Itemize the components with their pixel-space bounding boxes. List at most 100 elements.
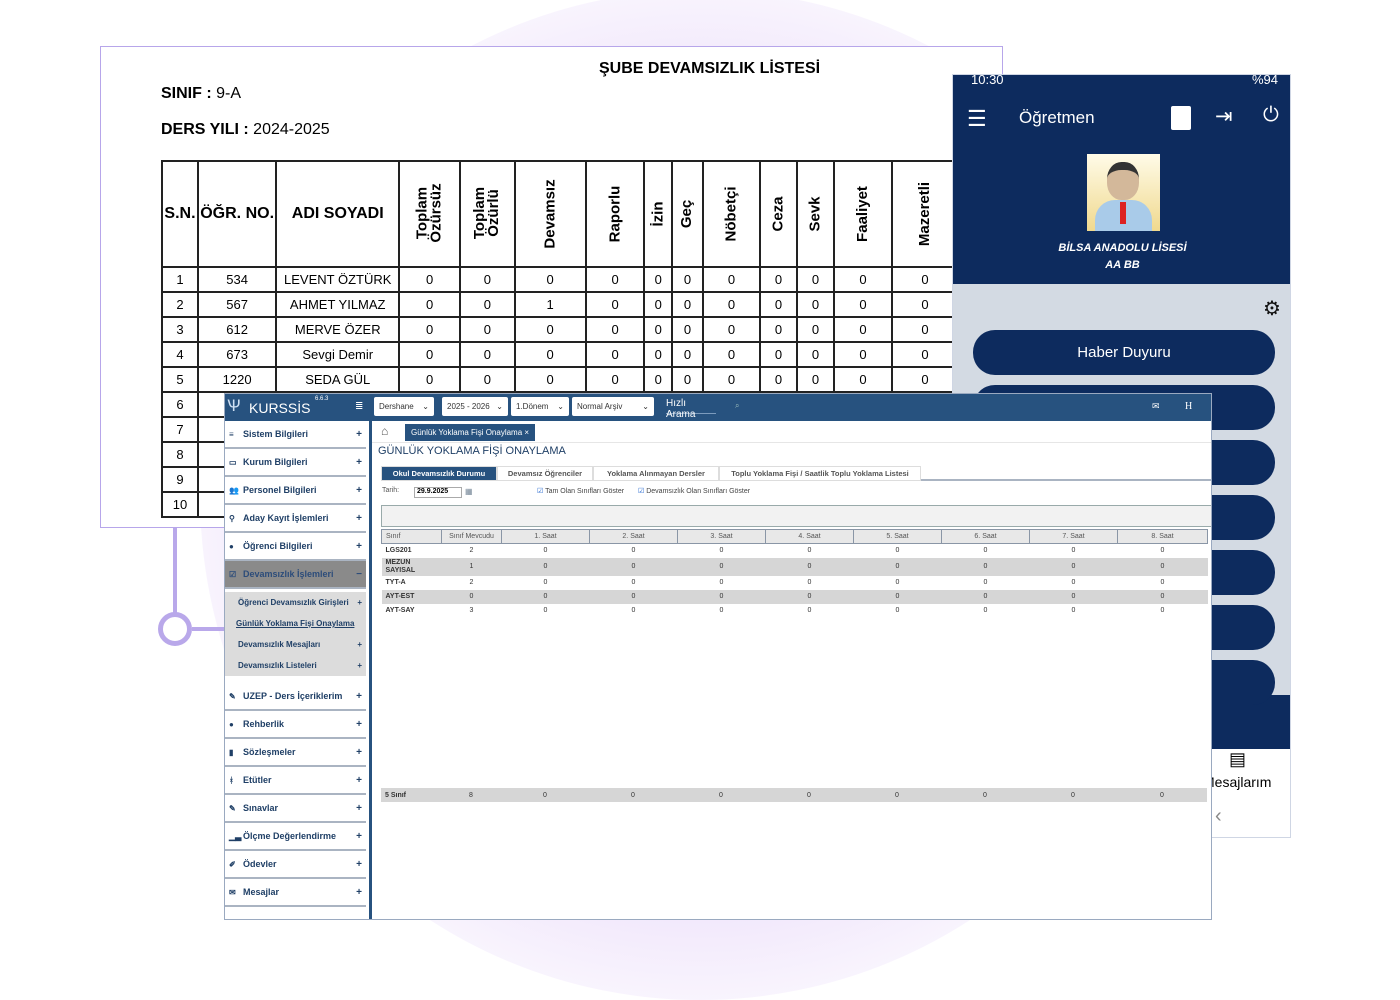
table-cell: TYT-A — [385, 578, 406, 586]
message-icon[interactable]: ▤ — [1229, 749, 1247, 769]
submenu-item[interactable]: Günlük Yoklama Fişi Onaylama — [225, 613, 366, 634]
tab[interactable]: Okul Devamsızlık Durumu — [381, 466, 497, 481]
table-cell: 0 — [1029, 589, 1118, 604]
avatar — [1087, 154, 1160, 231]
date-input[interactable]: 29.9.2025 — [414, 487, 462, 498]
table-cell: 0 — [983, 607, 988, 614]
table-row[interactable]: TYT-A 2 0 0 0 0 0 0 0 0 — [382, 576, 1208, 590]
filter-select[interactable]: Dershane ⌄ — [374, 397, 434, 416]
open-tab[interactable]: Günlük Yoklama Fişi Onaylama × — [405, 424, 536, 441]
messages-tab[interactable]: Mesajlarım — [1203, 774, 1272, 790]
table-icon: ▭ — [229, 457, 237, 467]
tab[interactable]: Yoklama Alınmayan Dersler — [593, 466, 719, 481]
table-cell: 0 — [807, 607, 812, 614]
table-row[interactable]: AYT-SAY 3 0 0 0 0 0 0 0 0 — [382, 604, 1208, 618]
table-cell: 0 — [833, 316, 893, 343]
table-cell: 0 — [513, 341, 587, 368]
chevron-down-icon: ⌄ — [557, 402, 564, 411]
kurssis-window: Ѱ KURSSİS 6.6.3 ≣ Dershane ⌄ 2025 - 2026 ⌄ 1… — [224, 393, 1212, 920]
sidebar-item[interactable]: ✎ UZEP - Ders İçeriklerim + — [225, 683, 366, 711]
table-cell: 0 — [643, 316, 674, 343]
sidebar-item[interactable]: 👥 Personel Bilgileri + — [225, 477, 366, 505]
table-row[interactable]: AYT-EST 0 0 0 0 0 0 0 0 0 — [381, 589, 1208, 604]
table-cell: 0 — [983, 579, 988, 586]
table-cell: 0 — [941, 557, 1030, 576]
table-cell: 0 — [513, 266, 587, 293]
full-classes-checkbox[interactable]: ☑ Tam Olan Sınıfları Göster — [537, 488, 625, 495]
sidebar-item[interactable]: ✉ Mesajlar + — [225, 879, 366, 907]
quick-search-input[interactable]: Hızlı Arama — [666, 398, 716, 420]
user-menu[interactable]: H — [1185, 401, 1193, 412]
table-cell: 0 — [643, 366, 674, 393]
table-cell: LEVENT ÖZTÜRK — [275, 266, 401, 293]
table-row[interactable]: LGS201 2 0 0 0 0 0 0 0 0 — [382, 544, 1208, 558]
sidebar-item[interactable]: ☑ Devamsızlık İşlemleri − — [225, 561, 366, 589]
table-cell: 0 — [584, 266, 646, 293]
table-cell: 2 — [469, 579, 474, 586]
tab[interactable]: Toplu Yoklama Fişi / Saatlik Toplu Yokla… — [719, 466, 921, 481]
table-cell: 0 — [584, 366, 646, 393]
table-row: 1 534 LEVENT ÖZTÜRK 0 0 0 0 0 0 0 0 0 0 0 — [161, 266, 1002, 293]
battery-level: %94 — [1251, 74, 1278, 87]
table-cell: 534 — [196, 266, 278, 293]
calendar-icon[interactable]: ▦ — [465, 487, 473, 496]
table-cell: 1220 — [196, 366, 278, 393]
back-chevron-icon[interactable]: ‹ — [1215, 805, 1222, 827]
sidebar-item[interactable]: ● Öğrenci Bilgileri + — [225, 533, 366, 561]
table-cell: 0 — [1160, 579, 1165, 586]
table-cell: 673 — [196, 341, 278, 368]
sidebar-item[interactable]: ▮ Sözleşmeler + — [225, 739, 366, 767]
sidebar-item[interactable]: ▭ Kurum Bilgileri + — [225, 449, 366, 477]
table-cell: 0 — [441, 589, 502, 604]
year-info: DERS YILI : 2024-2025 — [161, 121, 330, 138]
sidebar-item[interactable]: ≡ Sistem Bilgileri + — [225, 421, 366, 449]
column-header: 7. Saat — [1029, 529, 1118, 544]
sidebar-item[interactable]: ᚼ Etütler + — [225, 767, 366, 795]
sidebar-toggle-icon[interactable]: ≣ — [355, 401, 364, 412]
sidebar-item[interactable]: ▁▃ Ölçme Değerlendirme + — [225, 823, 366, 851]
table-row: 2 567 AHMET YILMAZ 0 0 1 0 0 0 0 0 0 0 0 — [161, 291, 1002, 318]
table-cell: AYT-EST — [381, 589, 442, 604]
table-row: 4 673 Sevgi Demir 0 0 0 0 0 0 0 0 0 0 0 — [161, 341, 1002, 368]
column-header: 5. Saat — [853, 529, 942, 544]
table-cell: 0 — [631, 579, 636, 586]
table-cell: 0 — [701, 316, 761, 343]
column-header: 6. Saat — [941, 529, 1030, 544]
sidebar-item[interactable]: ● Rehberlik + — [225, 711, 366, 739]
column-header: Devamsız — [513, 160, 587, 268]
table-cell: 0 — [677, 788, 765, 802]
sidebar-item[interactable]: ✐ Ödevler + — [225, 851, 366, 879]
table-cell: 0 — [643, 266, 674, 293]
filter-select[interactable]: 1.Dönem ⌄ — [511, 397, 569, 416]
table-cell: LGS201 — [385, 546, 412, 554]
mail-icon[interactable]: ✉ — [1152, 401, 1160, 411]
settings-gear-icon[interactable]: ⚙ — [1263, 298, 1281, 320]
table-cell: 0 — [398, 366, 462, 393]
check-square-icon: ☑ — [229, 569, 237, 579]
table-cell: 0 — [853, 589, 942, 604]
home-icon[interactable]: ⌂ — [381, 424, 389, 438]
sidebar-item[interactable]: ⚲ Aday Kayıt İşlemleri + — [225, 505, 366, 533]
absent-classes-checkbox[interactable]: ☑ Devamsızlık Olan Sınıfları Göster — [638, 488, 751, 495]
search-icon[interactable]: ⌕ — [735, 401, 740, 410]
table-cell: 0 — [513, 366, 587, 393]
menu-button[interactable]: Haber Duyuru — [973, 330, 1275, 375]
table-row[interactable]: MEZUN SAYISAL 1 0 0 0 0 0 0 0 0 — [381, 557, 1208, 576]
column-header: Nöbetçi — [701, 160, 761, 268]
submenu-item[interactable]: Devamsızlık Mesajları + — [225, 634, 366, 655]
menu-icon[interactable]: ☰ — [967, 106, 987, 131]
submenu-item[interactable]: Devamsızlık Listeleri + — [225, 655, 366, 676]
table-cell: 1 — [513, 291, 587, 318]
sidebar-item[interactable]: ✎ Sınavlar + — [225, 795, 366, 823]
tab[interactable]: Devamsız Öğrenciler — [497, 466, 593, 481]
submenu-item[interactable]: Öğrenci Devamsızlık Girişleri + — [225, 592, 366, 613]
plus-icon: + — [356, 540, 362, 552]
contact-icon[interactable] — [1171, 106, 1191, 130]
logout-icon[interactable]: ⇥ — [1215, 105, 1233, 128]
filter-select[interactable]: Normal Arşiv ⌄ — [572, 397, 654, 416]
power-icon[interactable]: ⏻ — [1263, 104, 1279, 126]
filter-select[interactable]: 2025 - 2026 ⌄ — [442, 397, 508, 416]
table-cell: 0 — [833, 366, 893, 393]
table-cell: 0 — [671, 266, 704, 293]
plus-icon: + — [356, 456, 362, 468]
